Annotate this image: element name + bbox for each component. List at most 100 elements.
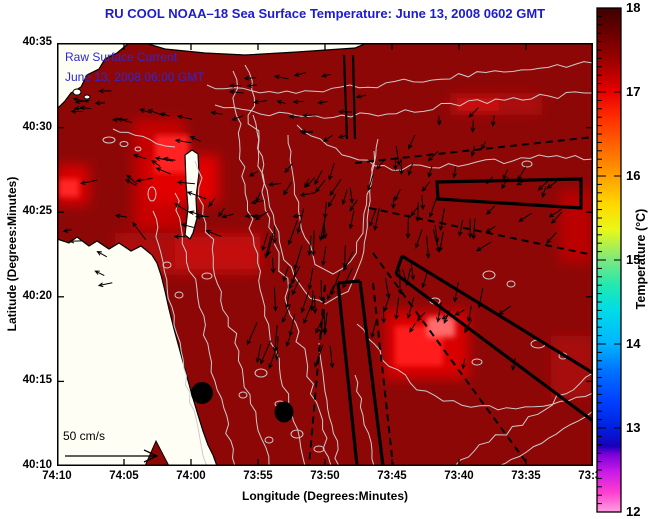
current-vector-arrow [291,279,300,296]
channel-line [342,54,349,140]
current-vector-arrow [276,100,286,105]
shipping-lane-boundary [336,282,359,466]
current-vector-arrow [255,343,262,364]
current-vector-arrow [311,230,316,257]
current-vector-arrow [319,312,324,335]
current-vector-arrow [283,181,292,196]
current-vector-arrow [250,199,264,205]
current-vector-arrow [516,178,530,186]
current-vector-arrow [70,109,83,114]
current-vector-arrow [244,213,258,219]
warm-sst-patch [560,191,593,263]
current-vector-arrow [285,331,292,348]
current-vector-arrow [62,228,72,233]
current-vector-arrow [79,179,98,185]
current-vector-arrow [312,295,318,314]
y-tick-label: 40:35 [22,36,52,48]
current-vector-arrow [421,273,428,289]
current-vector-arrow [154,156,174,162]
traffic-lane-dashed-line [372,252,530,466]
current-vector-arrow [453,282,459,303]
current-vector-arrow [343,251,354,272]
current-vector-arrow [429,196,438,218]
current-vector-arrow [292,99,304,105]
current-vector-arrow [337,134,348,139]
current-vector-arrow [270,257,276,274]
current-vector-arrow [486,205,495,215]
current-vector-arrow [548,208,562,218]
current-vector-arrow [329,345,335,369]
current-vector-arrow [421,181,431,192]
current-vector-arrow [355,94,367,99]
current-vector-arrow [425,235,431,260]
current-vector-arrow [231,115,244,121]
current-vector-arrow [464,319,473,334]
current-vector-arrow [309,290,315,312]
current-vector-arrow [322,134,334,142]
colorbar-tick-label: 16 [626,168,641,183]
sst-map-canvas [57,43,593,466]
current-vector-arrow [94,270,105,277]
traffic-lane-dashed-line [372,282,394,466]
current-vector-arrow [470,119,476,133]
current-vector-arrow [176,114,193,120]
current-vector-arrow [274,74,289,80]
bathymetry-contour [497,410,593,466]
current-vector-arrow [261,232,269,252]
channel-line [351,54,357,140]
y-tick-label: 40:15 [22,374,52,387]
bathymetry-contour [206,61,593,94]
bathymetry-contour-island [521,160,533,168]
bathymetry-contour-island [102,136,116,144]
current-vector-arrow [96,251,108,258]
current-vector-arrow [329,179,342,197]
y-tick-label: 40:10 [22,459,52,471]
warm-sst-patch [155,135,189,173]
x-tick-label: 74:10 [42,470,72,482]
current-vector-arrow [410,206,419,217]
current-vector-arrow [470,145,476,158]
plot-border [57,43,593,466]
bathymetry-contour-island [482,270,496,280]
current-vector-arrow [135,177,153,183]
current-vector-arrow [517,166,527,181]
colorbar-tick-label: 15 [626,252,641,267]
bathymetry-contour [244,64,332,466]
colorbar-border [596,7,622,513]
current-vector-arrow [370,319,377,339]
bathymetry-contour [194,160,270,466]
current-vector-arrow [314,344,324,368]
current-vector-arrow [284,162,294,174]
current-vector-arrow [409,322,416,333]
colorbar-axis-label: Temperature (°C) [634,208,648,310]
current-vector-arrow [266,232,274,257]
current-vector-arrow [342,245,348,269]
bathymetry-contour [296,124,593,171]
current-vector-arrow [254,210,269,221]
current-vector-arrow [394,297,400,321]
bathymetry-contour [112,128,176,148]
current-vector-arrow [114,213,128,219]
warm-sst-patch [175,237,260,269]
bathymetry-contour [287,134,376,275]
bathymetry-contour-island [238,391,248,399]
current-vector-arrow [541,186,547,199]
current-vector-arrow [436,115,442,126]
map-plot-area: Raw Surface Current June 13, 2008 06:00 … [57,43,593,466]
current-vector-arrow [208,198,216,208]
current-vector-arrow [321,73,331,78]
current-vector-arrow [79,105,92,111]
x-axis-label: Longitude (Degrees:Minutes) [241,489,408,503]
figure-title: RU COOL NOAA–18 Sea Surface Temperature:… [104,6,546,21]
current-vector-arrow [272,225,278,244]
land-mass [57,43,130,110]
current-vector-arrow [457,219,464,237]
traffic-lane-dashed-line [368,207,593,256]
current-vector-arrow [416,312,426,322]
y-tick-label: 40:30 [22,120,52,133]
current-vector-arrow [322,312,328,336]
shipping-lane-boundary [394,255,404,275]
current-vector-arrow [438,231,444,253]
current-vector-arrow [341,189,348,206]
current-vector-arrow [255,191,262,203]
